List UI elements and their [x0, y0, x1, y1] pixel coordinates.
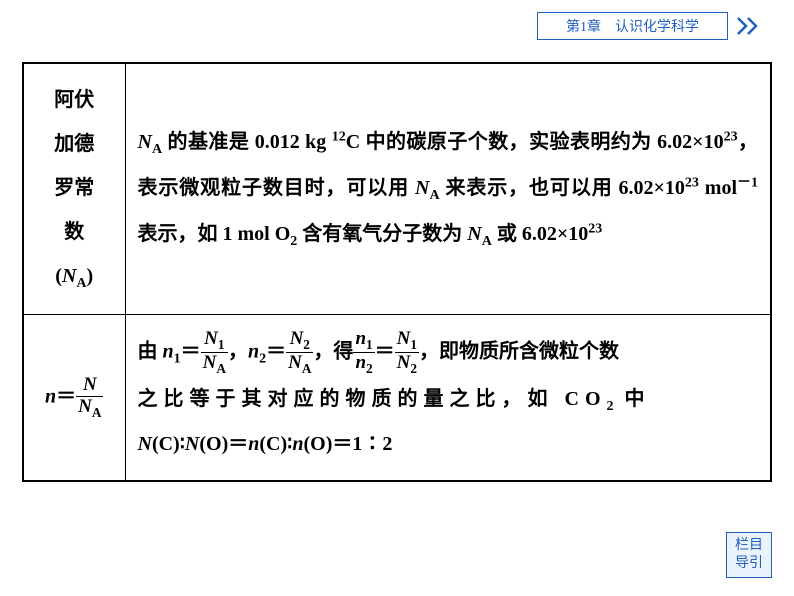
- text: 来表示，也可以用 6.02×10: [440, 177, 685, 199]
- frac-den: N: [78, 396, 92, 417]
- text: 表示，如 1 mol O: [138, 223, 291, 245]
- text: n: [248, 433, 259, 455]
- frac: N2NA: [286, 329, 313, 377]
- frac-num: N: [83, 374, 97, 395]
- text: ，得: [313, 340, 353, 362]
- chapter-title: 第1章 认识化学科学: [566, 20, 699, 35]
- frac-den-sub: A: [92, 405, 102, 420]
- t: N: [288, 352, 302, 373]
- row1-label-cell: 阿伏 加德 罗常 数 (NA): [23, 63, 125, 314]
- text: 23: [685, 175, 699, 190]
- table-row: n＝NNA 由 n1＝N1NA，n2＝N2NA，得n1n2＝N1N2，即物质所含…: [23, 314, 771, 481]
- text: ，即物质所含微粒个数: [419, 340, 619, 362]
- text: n: [248, 340, 259, 362]
- text: 含有氧气分子数为: [297, 223, 467, 245]
- formula-eq: ＝: [56, 385, 76, 407]
- label-line: 加德: [54, 133, 94, 155]
- text: 23: [588, 221, 602, 236]
- text: N: [467, 223, 481, 245]
- label-line: 阿伏: [54, 89, 94, 111]
- text: n: [292, 433, 303, 455]
- t: N: [204, 328, 218, 349]
- nav-link-line1[interactable]: 栏目: [735, 537, 763, 555]
- text: C 中的碳原子个数，实验表明约为 6.02×10: [346, 131, 724, 153]
- text: －1: [737, 175, 758, 190]
- nav-box[interactable]: 栏目 导引: [726, 532, 772, 578]
- text: 12: [332, 130, 346, 145]
- label-paren: (: [55, 265, 62, 287]
- text: 1: [174, 351, 181, 366]
- text: (O)＝1∶2: [303, 433, 392, 455]
- t: 1: [366, 337, 373, 352]
- text: ＝: [181, 340, 201, 362]
- label-line: 数: [64, 221, 84, 243]
- frac: n1n2: [353, 329, 374, 377]
- text: 的基准是 0.012 kg: [162, 131, 332, 153]
- label-line: 罗常: [54, 177, 94, 199]
- formula-lhs: n: [45, 385, 56, 407]
- t: N: [290, 328, 304, 349]
- text: mol: [699, 177, 737, 199]
- text: 之比等于其对应的物质的量之比，如 CO: [138, 388, 607, 410]
- t: 2: [410, 361, 417, 376]
- t: 2: [303, 337, 310, 352]
- table-row: 阿伏 加德 罗常 数 (NA) NA 的基准是 0.012 kg 12C 中的碳…: [23, 63, 771, 314]
- t: 2: [366, 361, 373, 376]
- text: (C)∶: [259, 433, 292, 455]
- text: (O)＝: [199, 433, 248, 455]
- text: 23: [724, 130, 738, 145]
- row2-label-cell: n＝NNA: [23, 314, 125, 481]
- nav-link-line2[interactable]: 导引: [735, 555, 763, 573]
- text: N: [138, 433, 152, 455]
- text: A: [429, 188, 439, 203]
- text: N: [415, 177, 429, 199]
- t: N: [397, 352, 411, 373]
- text: A: [152, 142, 162, 157]
- label-sub: A: [76, 276, 86, 291]
- label-paren2: ): [87, 265, 94, 287]
- t: A: [216, 361, 226, 376]
- t: 1: [218, 337, 225, 352]
- chapter-title-box: 第1章 认识化学科学: [537, 12, 728, 40]
- t: 1: [410, 337, 417, 352]
- text: N: [185, 433, 199, 455]
- text: ＝: [375, 340, 395, 362]
- content-table: 阿伏 加德 罗常 数 (NA) NA 的基准是 0.012 kg 12C 中的碳…: [22, 62, 772, 482]
- frac: N1N2: [395, 329, 419, 377]
- t: n: [355, 328, 366, 349]
- frac: N1NA: [201, 329, 228, 377]
- t: A: [302, 361, 312, 376]
- text: ，: [228, 340, 248, 362]
- row1-content-cell: NA 的基准是 0.012 kg 12C 中的碳原子个数，实验表明约为 6.02…: [125, 63, 771, 314]
- text: n: [163, 340, 174, 362]
- text: 由: [138, 340, 163, 362]
- text: 中: [614, 388, 651, 410]
- t: N: [203, 352, 217, 373]
- row2-content-cell: 由 n1＝N1NA，n2＝N2NA，得n1n2＝N1N2，即物质所含微粒个数 之…: [125, 314, 771, 481]
- text: 或 6.02×10: [492, 223, 588, 245]
- t: n: [355, 352, 366, 373]
- text: (C)∶: [152, 433, 185, 455]
- text: 2: [607, 399, 614, 414]
- text: A: [482, 234, 492, 249]
- formula-frac: NNA: [76, 375, 103, 420]
- page-header: 第1章 认识化学科学: [537, 12, 764, 40]
- text: N: [138, 131, 152, 153]
- label-symbol: N: [62, 265, 76, 287]
- t: N: [397, 328, 411, 349]
- chevron-right-icon: [736, 16, 764, 36]
- text: ＝: [266, 340, 286, 362]
